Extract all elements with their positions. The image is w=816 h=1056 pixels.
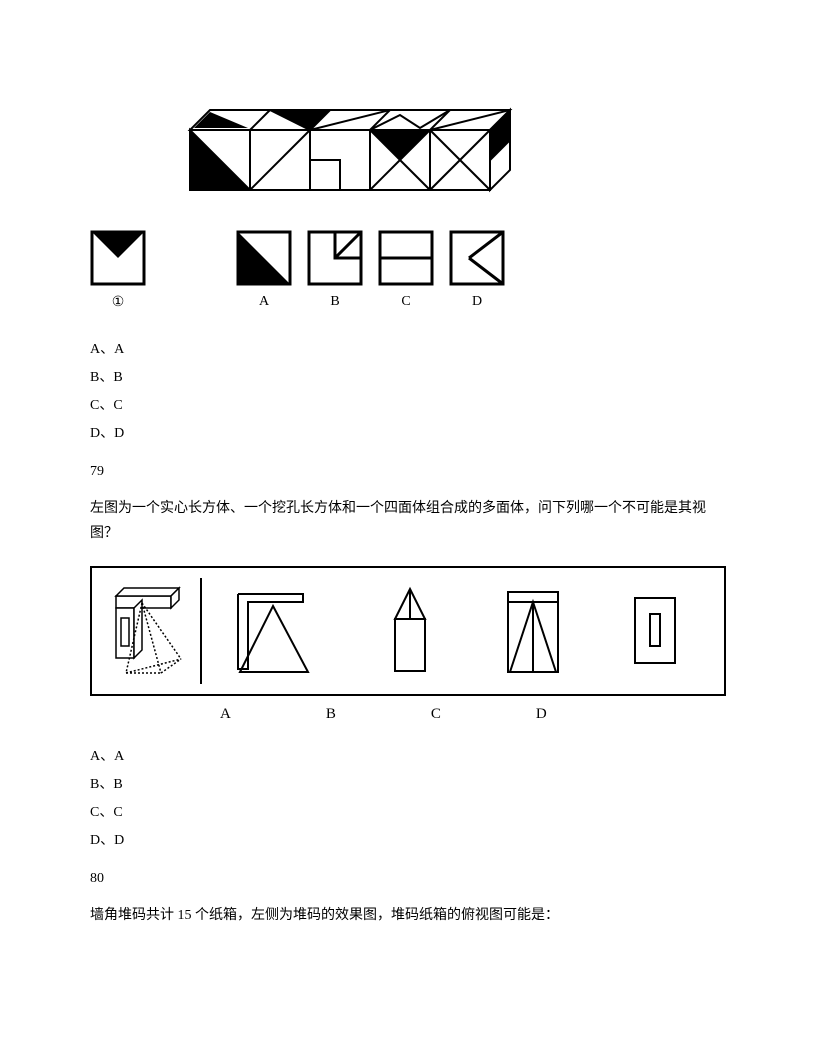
option-d-label: D <box>472 294 482 310</box>
q78-option-a: A <box>236 230 292 310</box>
q79-label-c: C <box>431 706 441 723</box>
q79-source-figure <box>102 578 202 684</box>
q78-reference-item: ① <box>90 230 146 311</box>
q78-options-row: ① A B C D <box>90 230 726 311</box>
q78-option-d: D <box>449 230 505 310</box>
q79-answer-c: C、C <box>90 799 726 827</box>
q78-option-c: C <box>378 230 434 310</box>
option-b-svg <box>307 230 363 286</box>
q79-answer-list: A、A B、B C、C D、D <box>90 743 726 855</box>
q79-label-a: A <box>220 706 231 723</box>
option-c-svg <box>378 230 434 286</box>
q78-option-b: B <box>307 230 363 310</box>
q79-text: 左图为一个实心长方体、一个挖孔长方体和一个四面体组合成的多面体，问下列哪一个不可… <box>90 496 726 546</box>
q78-answer-c: C、C <box>90 392 726 420</box>
q80-text: 墙角堆码共计 15 个纸箱，左侧为堆码的效果图，堆码纸箱的俯视图可能是： <box>90 903 726 928</box>
option-d-svg <box>449 230 505 286</box>
q79-number: 79 <box>90 458 726 486</box>
q79-option-c-svg <box>496 584 571 679</box>
q79-answer-d: D、D <box>90 827 726 855</box>
option-b-label: B <box>330 294 339 310</box>
q79-label-d: D <box>536 706 547 723</box>
q80-number: 80 <box>90 865 726 893</box>
q79-option-a-svg <box>228 584 323 679</box>
q78-cube-strip <box>160 100 726 200</box>
q78-reference-svg <box>90 230 146 286</box>
q78-answer-list: A、A B、B C、C D、D <box>90 336 726 448</box>
q78-reference-label: ① <box>112 294 125 311</box>
q78-answer-b: B、B <box>90 364 726 392</box>
q79-label-b: B <box>326 706 336 723</box>
option-c-label: C <box>401 294 410 310</box>
q79-answer-b: B、B <box>90 771 726 799</box>
option-a-label: A <box>259 294 269 310</box>
q78-answer-a: A、A <box>90 336 726 364</box>
q79-label-row: A B C D <box>220 706 726 723</box>
q79-options <box>202 578 714 684</box>
q79-option-b-svg <box>375 584 445 679</box>
q79-option-d-svg <box>623 586 688 676</box>
option-a-svg <box>236 230 292 286</box>
q79-answer-a: A、A <box>90 743 726 771</box>
q78-answer-d: D、D <box>90 420 726 448</box>
q79-figure-box <box>90 566 726 696</box>
